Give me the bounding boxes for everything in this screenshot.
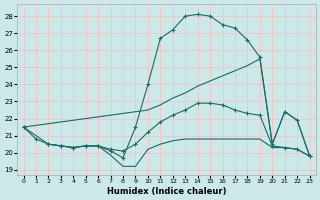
- X-axis label: Humidex (Indice chaleur): Humidex (Indice chaleur): [107, 187, 226, 196]
